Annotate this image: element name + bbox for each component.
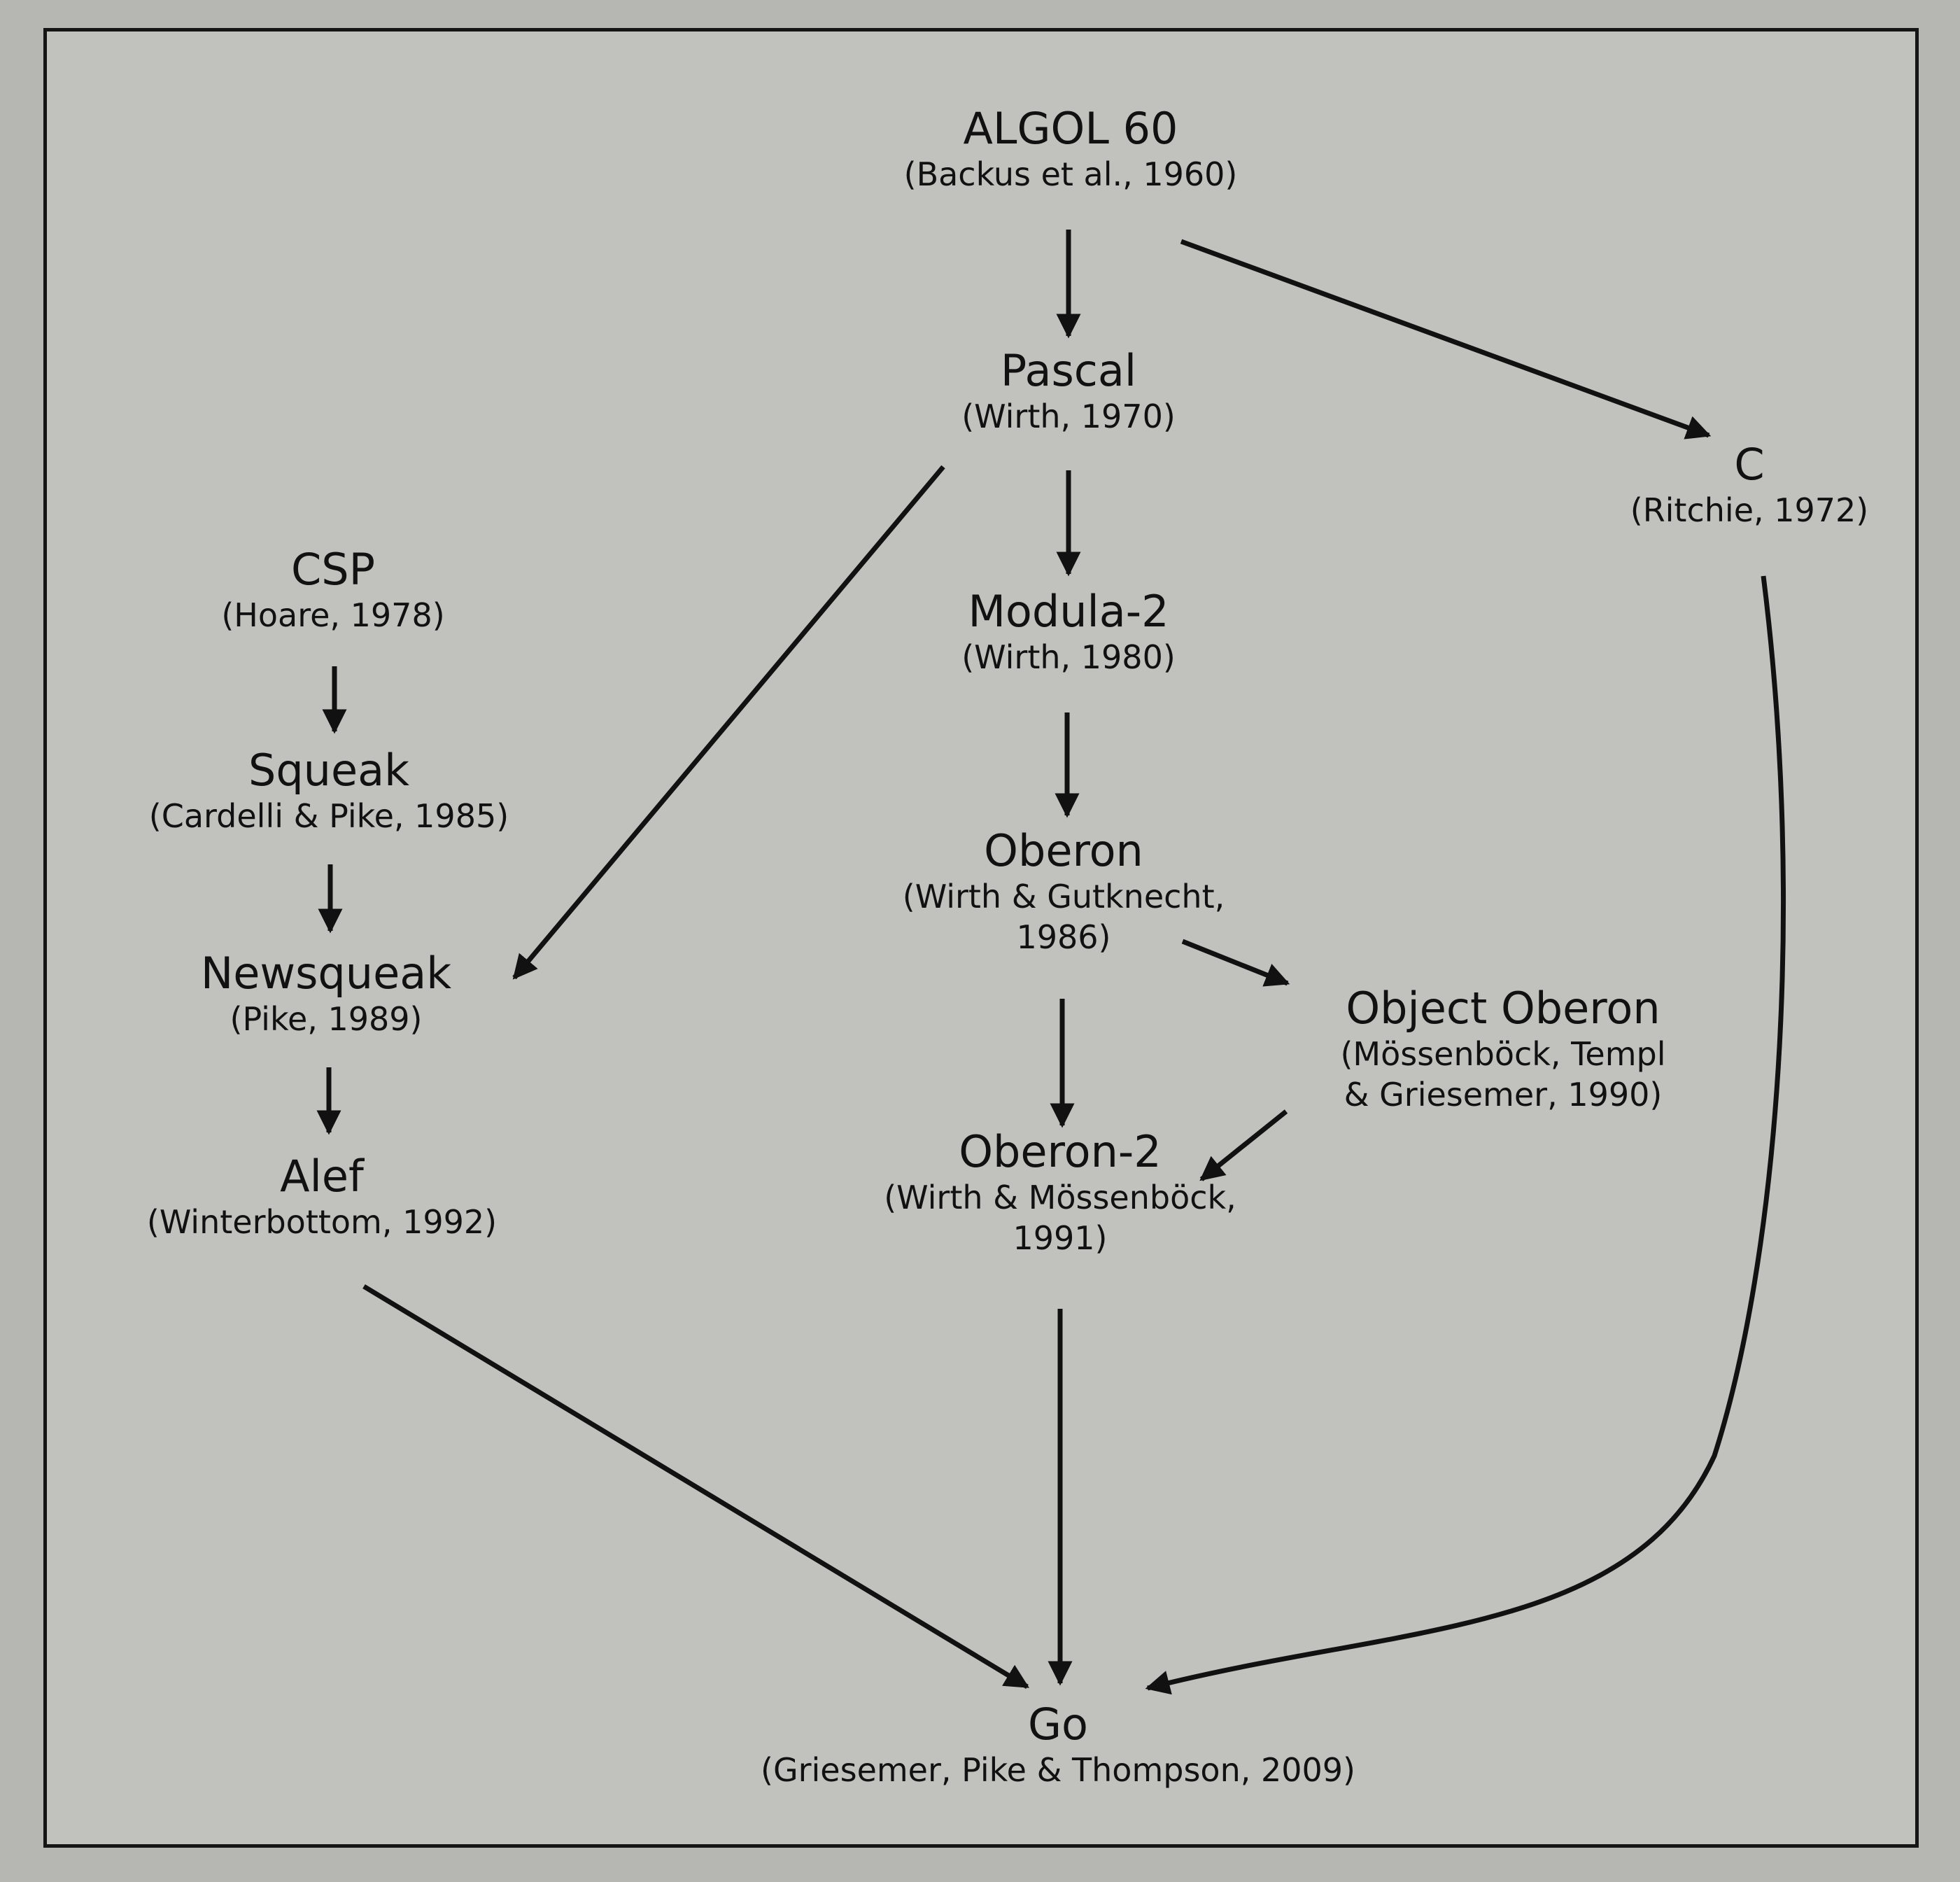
node-name: Squeak [248,745,410,796]
node-algol-60: ALGOL 60 (Backus et al., 1960) [904,104,1238,195]
node-citation: (Mössenböck, Templ [1340,1035,1666,1073]
node-citation-line-2: 1991) [1013,1219,1108,1257]
node-c: C (Ritchie, 1972) [1630,440,1869,531]
node-name: CSP [290,544,376,595]
node-name: Pascal [1000,345,1137,396]
node-oberon-2: Oberon-2 (Wirth & Mössenböck, 1991) [884,1127,1236,1258]
node-modula-2: Modula-2 (Wirth, 1980) [961,587,1176,677]
node-citation: (Wirth & Gutknecht, [902,878,1225,915]
node-name: Modula-2 [968,586,1169,637]
node-citation: (Backus et al., 1960) [903,155,1238,193]
node-object-oberon: Object Oberon (Mössenböck, Templ & Gries… [1340,983,1665,1115]
node-name: Go [1028,1699,1088,1750]
node-newsqueak: Newsqueak (Pike, 1989) [201,948,451,1039]
node-citation: (Cardelli & Pike, 1985) [148,797,509,835]
node-oberon: Oberon (Wirth & Gutknecht, 1986) [903,826,1225,957]
edge-object-oberon-oberon2 [1199,1109,1288,1181]
node-citation: (Winterbottom, 1992) [146,1203,498,1241]
node-go: Go (Griesemer, Pike & Thompson, 2009) [761,1699,1355,1790]
node-name: C [1734,439,1765,490]
node-citation-line-2: 1986) [1016,918,1111,956]
node-citation-line-2: & Griesemer, 1990) [1344,1076,1663,1114]
edge-alef-go [362,1284,1029,1689]
node-pascal: Pascal (Wirth, 1970) [961,346,1176,437]
node-name: ALGOL 60 [963,103,1178,154]
diagram-frame [43,28,1919,1848]
node-citation: (Griesemer, Pike & Thompson, 2009) [761,1751,1355,1789]
edge-c-go [1145,575,1786,1695]
edge-pascal-newsqueak [512,465,945,980]
node-name: Object Oberon [1346,983,1661,1034]
node-citation: (Wirth & Mössenböck, [884,1179,1236,1216]
node-name: Oberon-2 [959,1126,1162,1177]
node-citation: (Ritchie, 1972) [1630,491,1869,529]
node-squeak: Squeak (Cardelli & Pike, 1985) [149,745,509,836]
node-citation: (Wirth, 1970) [961,398,1176,435]
edge-oberon-object-oberon [1181,939,1290,987]
node-alef: Alef (Winterbottom, 1992) [147,1151,497,1242]
node-citation: (Wirth, 1980) [961,638,1176,676]
node-name: Alef [280,1151,364,1202]
node-citation: (Hoare, 1978) [221,596,445,634]
node-name: Newsqueak [200,948,452,999]
node-name: Oberon [984,825,1143,876]
node-citation: (Pike, 1989) [230,1000,423,1038]
edge-algol-c [1180,239,1712,440]
node-csp: CSP (Hoare, 1978) [221,545,444,635]
